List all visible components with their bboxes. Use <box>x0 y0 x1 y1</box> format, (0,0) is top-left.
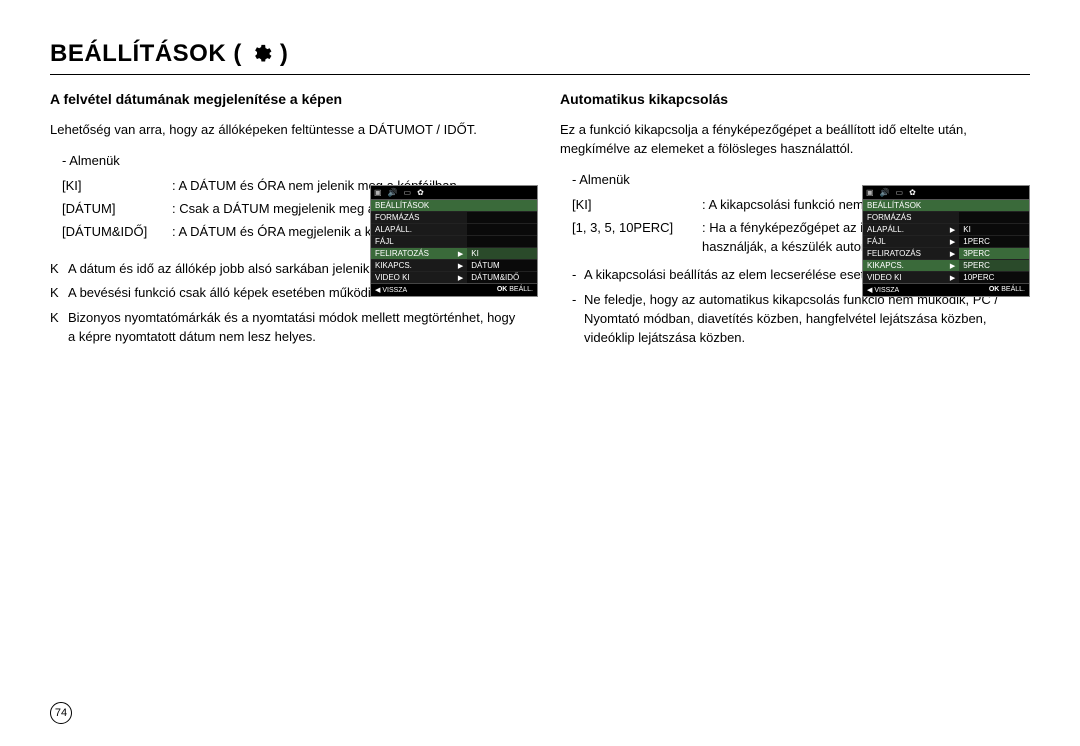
lcd-row: FORMÁZÁS <box>863 211 1029 223</box>
arrow-icon: ▶ <box>458 262 463 270</box>
lcd-ok: OK BEÁLL. <box>989 286 1025 294</box>
bullet-marker: - <box>572 291 584 348</box>
camera-icon: ▣ <box>374 188 382 197</box>
lcd-cell-right <box>467 212 537 223</box>
gear-icon: ✿ <box>909 188 916 197</box>
lcd-title: BEÁLLÍTÁSOK <box>863 200 1029 211</box>
title-text: BEÁLLÍTÁSOK ( <box>50 40 242 68</box>
lcd-row: FORMÁZÁS <box>371 211 537 223</box>
lcd-row: ALAPÁLL. <box>371 223 537 235</box>
def-term: [DÁTUM&IDŐ] <box>62 223 172 242</box>
lcd-row: FELIRATOZÁS▶3PERC <box>863 247 1029 259</box>
lcd-cell-right: KI <box>467 248 537 259</box>
lcd-row: KIKAPCS.▶5PERC <box>863 259 1029 271</box>
lcd-ok: OK BEÁLL. <box>497 286 533 294</box>
right-heading: Automatikus kikapcsolás <box>560 89 1030 109</box>
bullet-row: - Ne feledje, hogy az automatikus kikapc… <box>572 291 1030 348</box>
lcd-cell-right: KI <box>959 224 1029 235</box>
lcd-cell-left: KIKAPCS.▶ <box>371 260 467 271</box>
def-term: [DÁTUM] <box>62 200 172 219</box>
sound-icon: 🔊 <box>880 188 890 197</box>
arrow-icon: ▶ <box>458 250 463 258</box>
lcd-cell-left: FÁJL▶ <box>863 236 959 247</box>
note-text: Bizonyos nyomtatómárkák és a nyomtatási … <box>68 309 520 347</box>
lcd-cell-right: DÁTUM&IDŐ <box>467 272 537 283</box>
lcd-row: FÁJL <box>371 235 537 247</box>
left-intro: Lehetőség van arra, hogy az állóképeken … <box>50 121 520 140</box>
lcd-row: VIDEO KI▶10PERC <box>863 271 1029 283</box>
lcd-cell-left: KIKAPCS.▶ <box>863 260 959 271</box>
lcd-cell-left: FÁJL <box>371 236 467 247</box>
left-lcd-menu: ▣ 🔊 ▭ ✿ BEÁLLÍTÁSOK FORMÁZÁSALAPÁLL.FÁJL… <box>370 185 538 297</box>
gear-icon <box>250 43 272 65</box>
page-title: BEÁLLÍTÁSOK ( ) <box>50 40 1030 68</box>
right-intro: Ez a funkció kikapcsolja a fényképezőgép… <box>560 121 1030 159</box>
def-term: [KI] <box>62 177 172 196</box>
note-marker: K <box>50 284 68 303</box>
lcd-cell-left: FORMÁZÁS <box>371 212 467 223</box>
note-marker: K <box>50 309 68 347</box>
note-row: K Bizonyos nyomtatómárkák és a nyomtatás… <box>50 309 520 347</box>
lcd-cell-left: ALAPÁLL.▶ <box>863 224 959 235</box>
gear-icon: ✿ <box>417 188 424 197</box>
lcd-footer: ◀ VISSZA OK BEÁLL. <box>863 283 1029 296</box>
arrow-icon: ▶ <box>950 274 955 282</box>
lcd-title: BEÁLLÍTÁSOK <box>371 200 537 211</box>
lcd-row: FELIRATOZÁS▶KI <box>371 247 537 259</box>
lcd-cell-left: VIDEO KI▶ <box>371 272 467 283</box>
lcd-cell-left: FORMÁZÁS <box>863 212 959 223</box>
lcd-cell-right: 3PERC <box>959 248 1029 259</box>
arrow-icon: ▶ <box>458 274 463 282</box>
lcd-row: KIKAPCS.▶DÁTUM <box>371 259 537 271</box>
lcd-cell-right: 10PERC <box>959 272 1029 283</box>
title-close: ) <box>280 40 289 68</box>
lcd-cell-right: 1PERC <box>959 236 1029 247</box>
camera-icon: ▣ <box>866 188 874 197</box>
def-term: [1, 3, 5, 10PERC] <box>572 219 702 257</box>
arrow-icon: ▶ <box>950 238 955 246</box>
note-marker: K <box>50 260 68 279</box>
lcd-cell-right <box>959 212 1029 223</box>
display-icon: ▭ <box>404 188 412 197</box>
arrow-icon: ▶ <box>950 262 955 270</box>
left-heading: A felvétel dátumának megjelenítése a kép… <box>50 89 520 109</box>
lcd-cell-left: FELIRATOZÁS▶ <box>863 248 959 259</box>
lcd-row: FÁJL▶1PERC <box>863 235 1029 247</box>
display-icon: ▭ <box>896 188 904 197</box>
bullet-marker: - <box>572 266 584 285</box>
bullet-text: Ne feledje, hogy az automatikus kikapcso… <box>584 291 1030 348</box>
sound-icon: 🔊 <box>388 188 398 197</box>
lcd-tabs: ▣ 🔊 ▭ ✿ <box>863 186 1029 200</box>
lcd-row: VIDEO KI▶DÁTUM&IDŐ <box>371 271 537 283</box>
lcd-cell-right <box>467 236 537 247</box>
lcd-tabs: ▣ 🔊 ▭ ✿ <box>371 186 537 200</box>
arrow-icon: ▶ <box>950 250 955 258</box>
lcd-footer: ◀ VISSZA OK BEÁLL. <box>371 283 537 296</box>
lcd-back: ◀ VISSZA <box>375 286 407 294</box>
def-term: [KI] <box>572 196 702 215</box>
title-divider <box>50 74 1030 75</box>
right-lcd-menu: ▣ 🔊 ▭ ✿ BEÁLLÍTÁSOK FORMÁZÁSALAPÁLL.▶KIF… <box>862 185 1030 297</box>
lcd-cell-left: VIDEO KI▶ <box>863 272 959 283</box>
lcd-back: ◀ VISSZA <box>867 286 899 294</box>
lcd-cell-right: DÁTUM <box>467 260 537 271</box>
lcd-row: ALAPÁLL.▶KI <box>863 223 1029 235</box>
lcd-cell-left: FELIRATOZÁS▶ <box>371 248 467 259</box>
page-number: 74 <box>50 702 72 724</box>
lcd-cell-left: ALAPÁLL. <box>371 224 467 235</box>
lcd-cell-right <box>467 224 537 235</box>
arrow-icon: ▶ <box>950 226 955 234</box>
left-submenus-label: - Almenük <box>62 152 520 171</box>
lcd-cell-right: 5PERC <box>959 260 1029 271</box>
